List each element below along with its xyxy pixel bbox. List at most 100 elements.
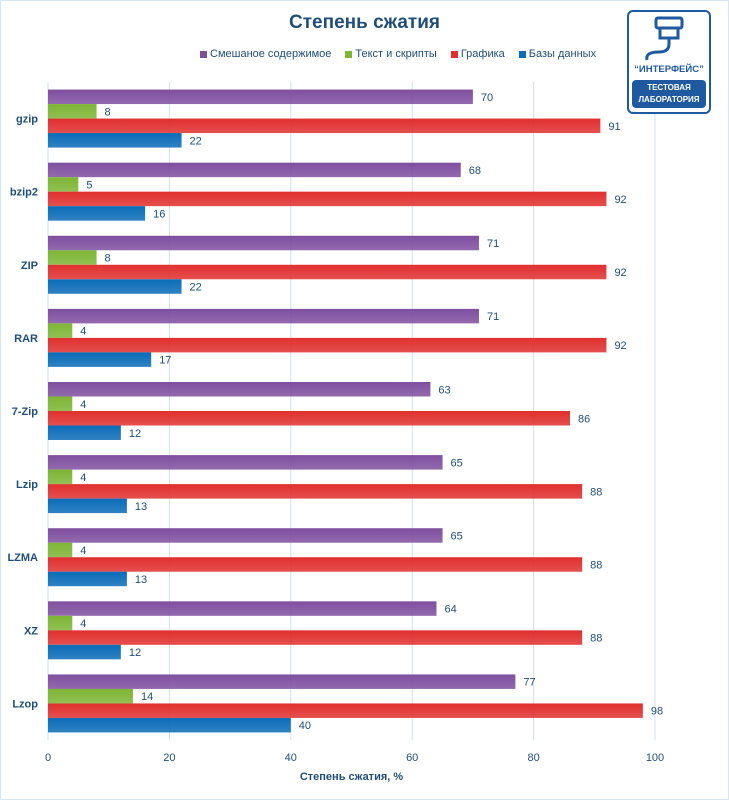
legend-swatch	[200, 50, 207, 58]
legend-item-text: Текст и скрипты	[345, 48, 437, 60]
category-label: bzip2	[10, 187, 38, 199]
category-label: Lzip	[16, 479, 38, 491]
data-label: 4	[80, 618, 86, 630]
category-label: ZIP	[21, 260, 38, 272]
bar	[48, 688, 133, 704]
logo: “ИНТЕРФЕЙС” ТЕСТОВАЯ ЛАБОРАТОРИЯ	[627, 10, 711, 114]
tick-label: 20	[163, 752, 175, 764]
data-label: 71	[487, 311, 499, 323]
cable-connector-icon	[645, 16, 684, 61]
bar	[48, 206, 146, 221]
data-label: 88	[590, 559, 602, 571]
legend-swatch	[450, 50, 458, 58]
tick-label: 60	[406, 752, 418, 764]
data-label: 17	[159, 355, 171, 367]
bar	[48, 528, 443, 543]
data-label: 86	[578, 413, 590, 425]
legend-item-graphics: Графика	[450, 48, 505, 60]
data-label: 63	[438, 384, 450, 396]
legend-swatch	[345, 50, 353, 58]
data-label: 4	[80, 545, 86, 557]
data-label: 8	[105, 106, 111, 118]
data-label: 13	[135, 501, 147, 513]
logo-line2: ЛАБОРАТОРИЯ	[638, 95, 700, 104]
data-label: 92	[614, 267, 626, 279]
bar	[48, 352, 152, 367]
bar	[48, 630, 583, 645]
bar	[48, 162, 461, 178]
data-label: 22	[190, 135, 202, 147]
category-label: RAR	[14, 333, 38, 345]
bar	[48, 235, 479, 251]
bar	[48, 89, 473, 105]
data-label: 14	[141, 691, 153, 703]
data-label: 22	[190, 282, 202, 294]
data-label: 70	[481, 92, 493, 104]
legend-label: Смешаное содержимое	[210, 48, 332, 60]
category-label: gzip	[16, 114, 38, 126]
bar	[48, 455, 443, 470]
bar	[48, 644, 121, 660]
category-label: 7-Zip	[12, 406, 39, 418]
data-label: 12	[129, 428, 141, 440]
tick-label: 80	[527, 752, 539, 764]
data-label: 77	[523, 677, 535, 689]
bar	[48, 382, 431, 397]
bar	[48, 104, 97, 119]
bar	[48, 133, 182, 148]
bar	[48, 264, 607, 280]
legend: Смешаное содержимое Текст и скрипты Граф…	[200, 48, 596, 60]
data-label: 8	[105, 253, 111, 265]
bar	[48, 703, 643, 718]
legend-swatch	[518, 50, 526, 58]
bar	[48, 396, 73, 411]
data-label: 92	[614, 340, 626, 352]
bar	[48, 250, 97, 265]
data-label: 16	[153, 208, 165, 220]
legend-label: Базы данных	[528, 48, 597, 60]
bar	[48, 484, 583, 499]
data-label: 64	[444, 604, 456, 616]
data-label: 68	[469, 165, 481, 177]
data-label: 65	[451, 457, 463, 469]
bar	[48, 337, 607, 353]
chart-title: Степень сжатия	[289, 12, 440, 33]
bar	[48, 601, 437, 616]
bar	[48, 615, 73, 631]
data-label: 92	[614, 194, 626, 206]
legend-item-mixed: Смешаное содержимое	[200, 48, 331, 60]
data-label: 91	[608, 121, 620, 133]
tick-label: 40	[285, 752, 297, 764]
bar	[48, 469, 73, 485]
data-label: 12	[129, 647, 141, 659]
bar	[48, 411, 571, 426]
category-label: Lzop	[12, 698, 38, 710]
bar	[48, 118, 601, 134]
tick-label: 0	[45, 752, 51, 764]
data-label: 5	[86, 179, 92, 191]
data-label: 40	[299, 720, 311, 732]
category-label: LZMA	[7, 552, 38, 564]
category-label: XZ	[24, 625, 38, 637]
data-label: 4	[80, 472, 86, 484]
legend-label: Графика	[460, 48, 505, 60]
logo-brand: “ИНТЕРФЕЙС”	[634, 64, 704, 75]
data-label: 88	[590, 486, 602, 498]
x-axis-title: Степень сжатия, %	[300, 771, 404, 783]
bar	[48, 498, 127, 514]
bar	[48, 557, 583, 572]
data-label: 65	[451, 530, 463, 542]
data-label: 71	[487, 238, 499, 250]
data-label: 4	[80, 399, 86, 411]
bar	[48, 308, 479, 324]
data-label: 13	[135, 574, 147, 586]
bar	[48, 674, 516, 689]
data-label: 4	[80, 326, 86, 338]
bar	[48, 177, 79, 192]
bar	[48, 425, 121, 440]
bar	[48, 323, 73, 338]
legend-label: Текст и скрипты	[355, 48, 437, 60]
logo-subtitle: ТЕСТОВАЯ ЛАБОРАТОРИЯ	[632, 80, 706, 108]
legend-item-databases: Базы данных	[518, 48, 597, 60]
